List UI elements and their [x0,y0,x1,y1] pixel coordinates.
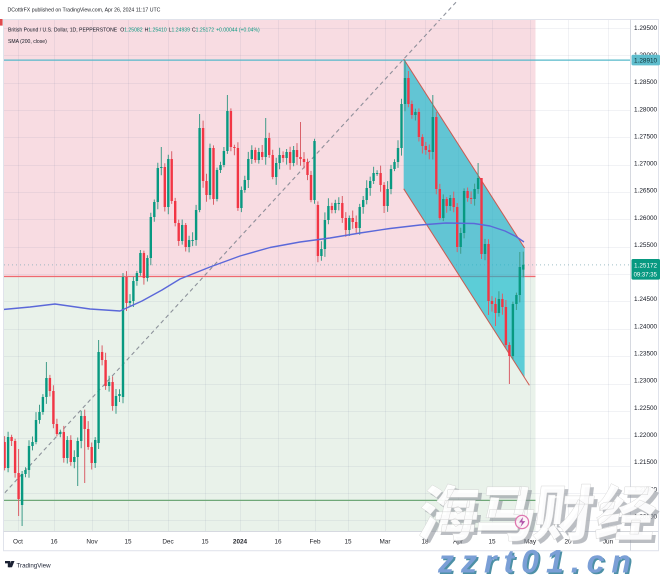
svg-text:Jun: Jun [603,539,614,546]
svg-text:15: 15 [344,539,352,546]
svg-text:1.29500: 1.29500 [634,25,658,32]
svg-text:1.27500: 1.27500 [634,134,658,141]
svg-text:1.24000: 1.24000 [634,323,658,330]
svg-text:DCottlrFX published on Trading: DCottlrFX published on TradingView.com, … [8,8,161,14]
svg-text:1.27000: 1.27000 [634,161,658,168]
svg-text:1.26000: 1.26000 [634,215,658,222]
svg-text:1.24500: 1.24500 [634,296,658,303]
svg-text:1.25500: 1.25500 [634,242,658,249]
svg-text:1.25172: 1.25172 [634,262,658,269]
svg-text:15: 15 [201,539,209,546]
svg-text:16: 16 [50,539,58,546]
svg-text:Mar: Mar [379,539,391,546]
svg-text:1.28000: 1.28000 [634,107,658,114]
svg-text:Oct: Oct [13,539,23,546]
svg-text:Dec: Dec [162,539,174,546]
svg-text:09:37:35: 09:37:35 [634,273,658,279]
svg-text:May: May [524,539,537,546]
svg-text:Feb: Feb [309,539,320,546]
svg-text:British Pound / U.S. Dollar, 1: British Pound / U.S. Dollar, 1D, PEPPERS… [8,28,260,34]
svg-text:16: 16 [274,539,282,546]
svg-text:18: 18 [421,539,429,546]
svg-text:zzrt01.cn: zzrt01.cn [439,545,640,576]
svg-text:1.28500: 1.28500 [634,79,658,86]
svg-text:1.21500: 1.21500 [634,459,658,466]
svg-text:zzrt01.cn: zzrt01.cn [437,544,638,576]
svg-text:1.23500: 1.23500 [634,351,658,358]
svg-text:1.22000: 1.22000 [634,432,658,439]
svg-text:TradingView: TradingView [17,562,52,569]
svg-text:20: 20 [564,539,572,546]
svg-text:2024: 2024 [233,539,248,546]
svg-text:Nov: Nov [86,539,98,546]
svg-text:15: 15 [488,539,496,546]
svg-text:1.22500: 1.22500 [634,405,658,412]
svg-text:1.26500: 1.26500 [634,188,658,195]
svg-text:1.28910: 1.28910 [634,58,658,65]
svg-text:1.23000: 1.23000 [634,378,658,385]
svg-text:15: 15 [124,539,132,546]
svg-text:SMA (200, close): SMA (200, close) [8,39,47,45]
